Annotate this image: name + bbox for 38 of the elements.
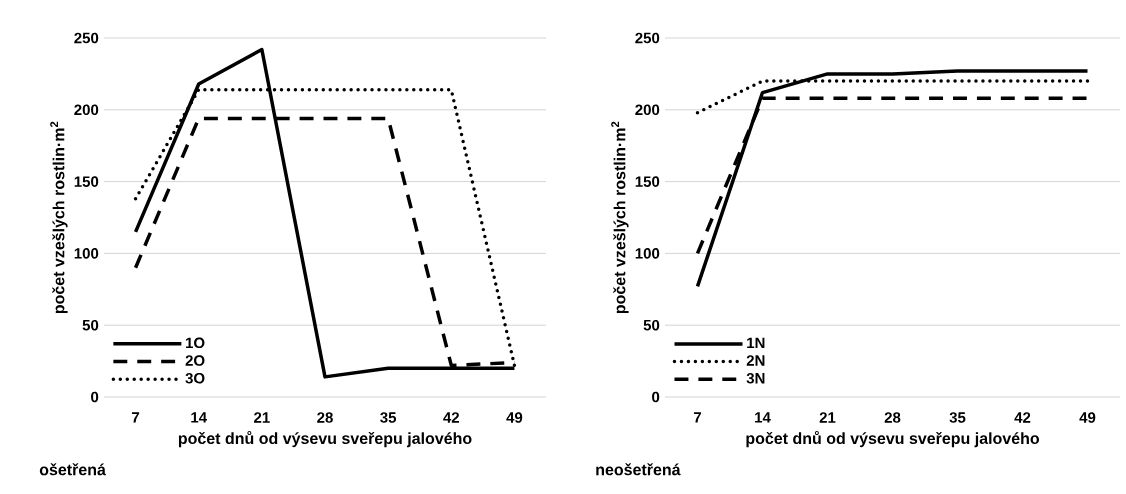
x-tick-label: 35 xyxy=(949,412,966,423)
y-tick-label: 150 xyxy=(635,176,660,187)
x-tick-label: 21 xyxy=(254,412,270,423)
x-tick-label: 28 xyxy=(317,412,333,423)
x-tick-label: 7 xyxy=(693,412,702,423)
y-tick-label: 50 xyxy=(643,319,660,331)
y-tick-label: 0 xyxy=(652,391,660,403)
x-axis-title: počet dnů od výsevu sveřepu jalového xyxy=(178,431,472,448)
x-tick-label: 21 xyxy=(819,412,836,423)
x-tick-label: 49 xyxy=(506,412,523,423)
y-tick-label: 200 xyxy=(74,104,99,116)
legend-label: 1N xyxy=(747,337,765,348)
x-tick-label: 42 xyxy=(1014,412,1031,423)
y-tick-label: 200 xyxy=(635,104,660,116)
x-tick-label: 7 xyxy=(132,412,140,423)
y-tick-label: 100 xyxy=(74,248,99,259)
x-tick-label: 42 xyxy=(443,412,460,423)
y-tick-label: 0 xyxy=(91,391,99,403)
x-tick-label: 35 xyxy=(380,412,397,423)
legend-label: 3O xyxy=(185,372,205,384)
legend-label: 2N xyxy=(746,355,765,366)
legend-label: 3N xyxy=(746,372,765,384)
text: ošetřená xyxy=(39,463,106,476)
y-tick-label: 250 xyxy=(74,32,99,44)
y-tick-label: 250 xyxy=(635,32,660,44)
x-tick-label: 28 xyxy=(884,412,901,423)
y-axis-title: počet vzešlých rostlin·m$^{2}$ xyxy=(50,121,68,314)
legend-label: 2O xyxy=(185,355,205,366)
y-tick-label: 100 xyxy=(635,248,660,259)
x-axis-title: počet dnů od výsevu sveřepu jalového xyxy=(746,431,1040,448)
text: neošetřená xyxy=(596,463,681,476)
y-axis-title: počet vzešlých rostlin·m$^{2}$ xyxy=(611,121,629,314)
x-tick-label: 14 xyxy=(755,412,771,423)
y-tick-label: 150 xyxy=(74,176,99,187)
x-tick-label: 14 xyxy=(191,412,207,423)
x-tick-label: 49 xyxy=(1079,412,1096,423)
y-tick-label: 50 xyxy=(82,319,99,331)
legend-label: 1O xyxy=(186,337,205,349)
